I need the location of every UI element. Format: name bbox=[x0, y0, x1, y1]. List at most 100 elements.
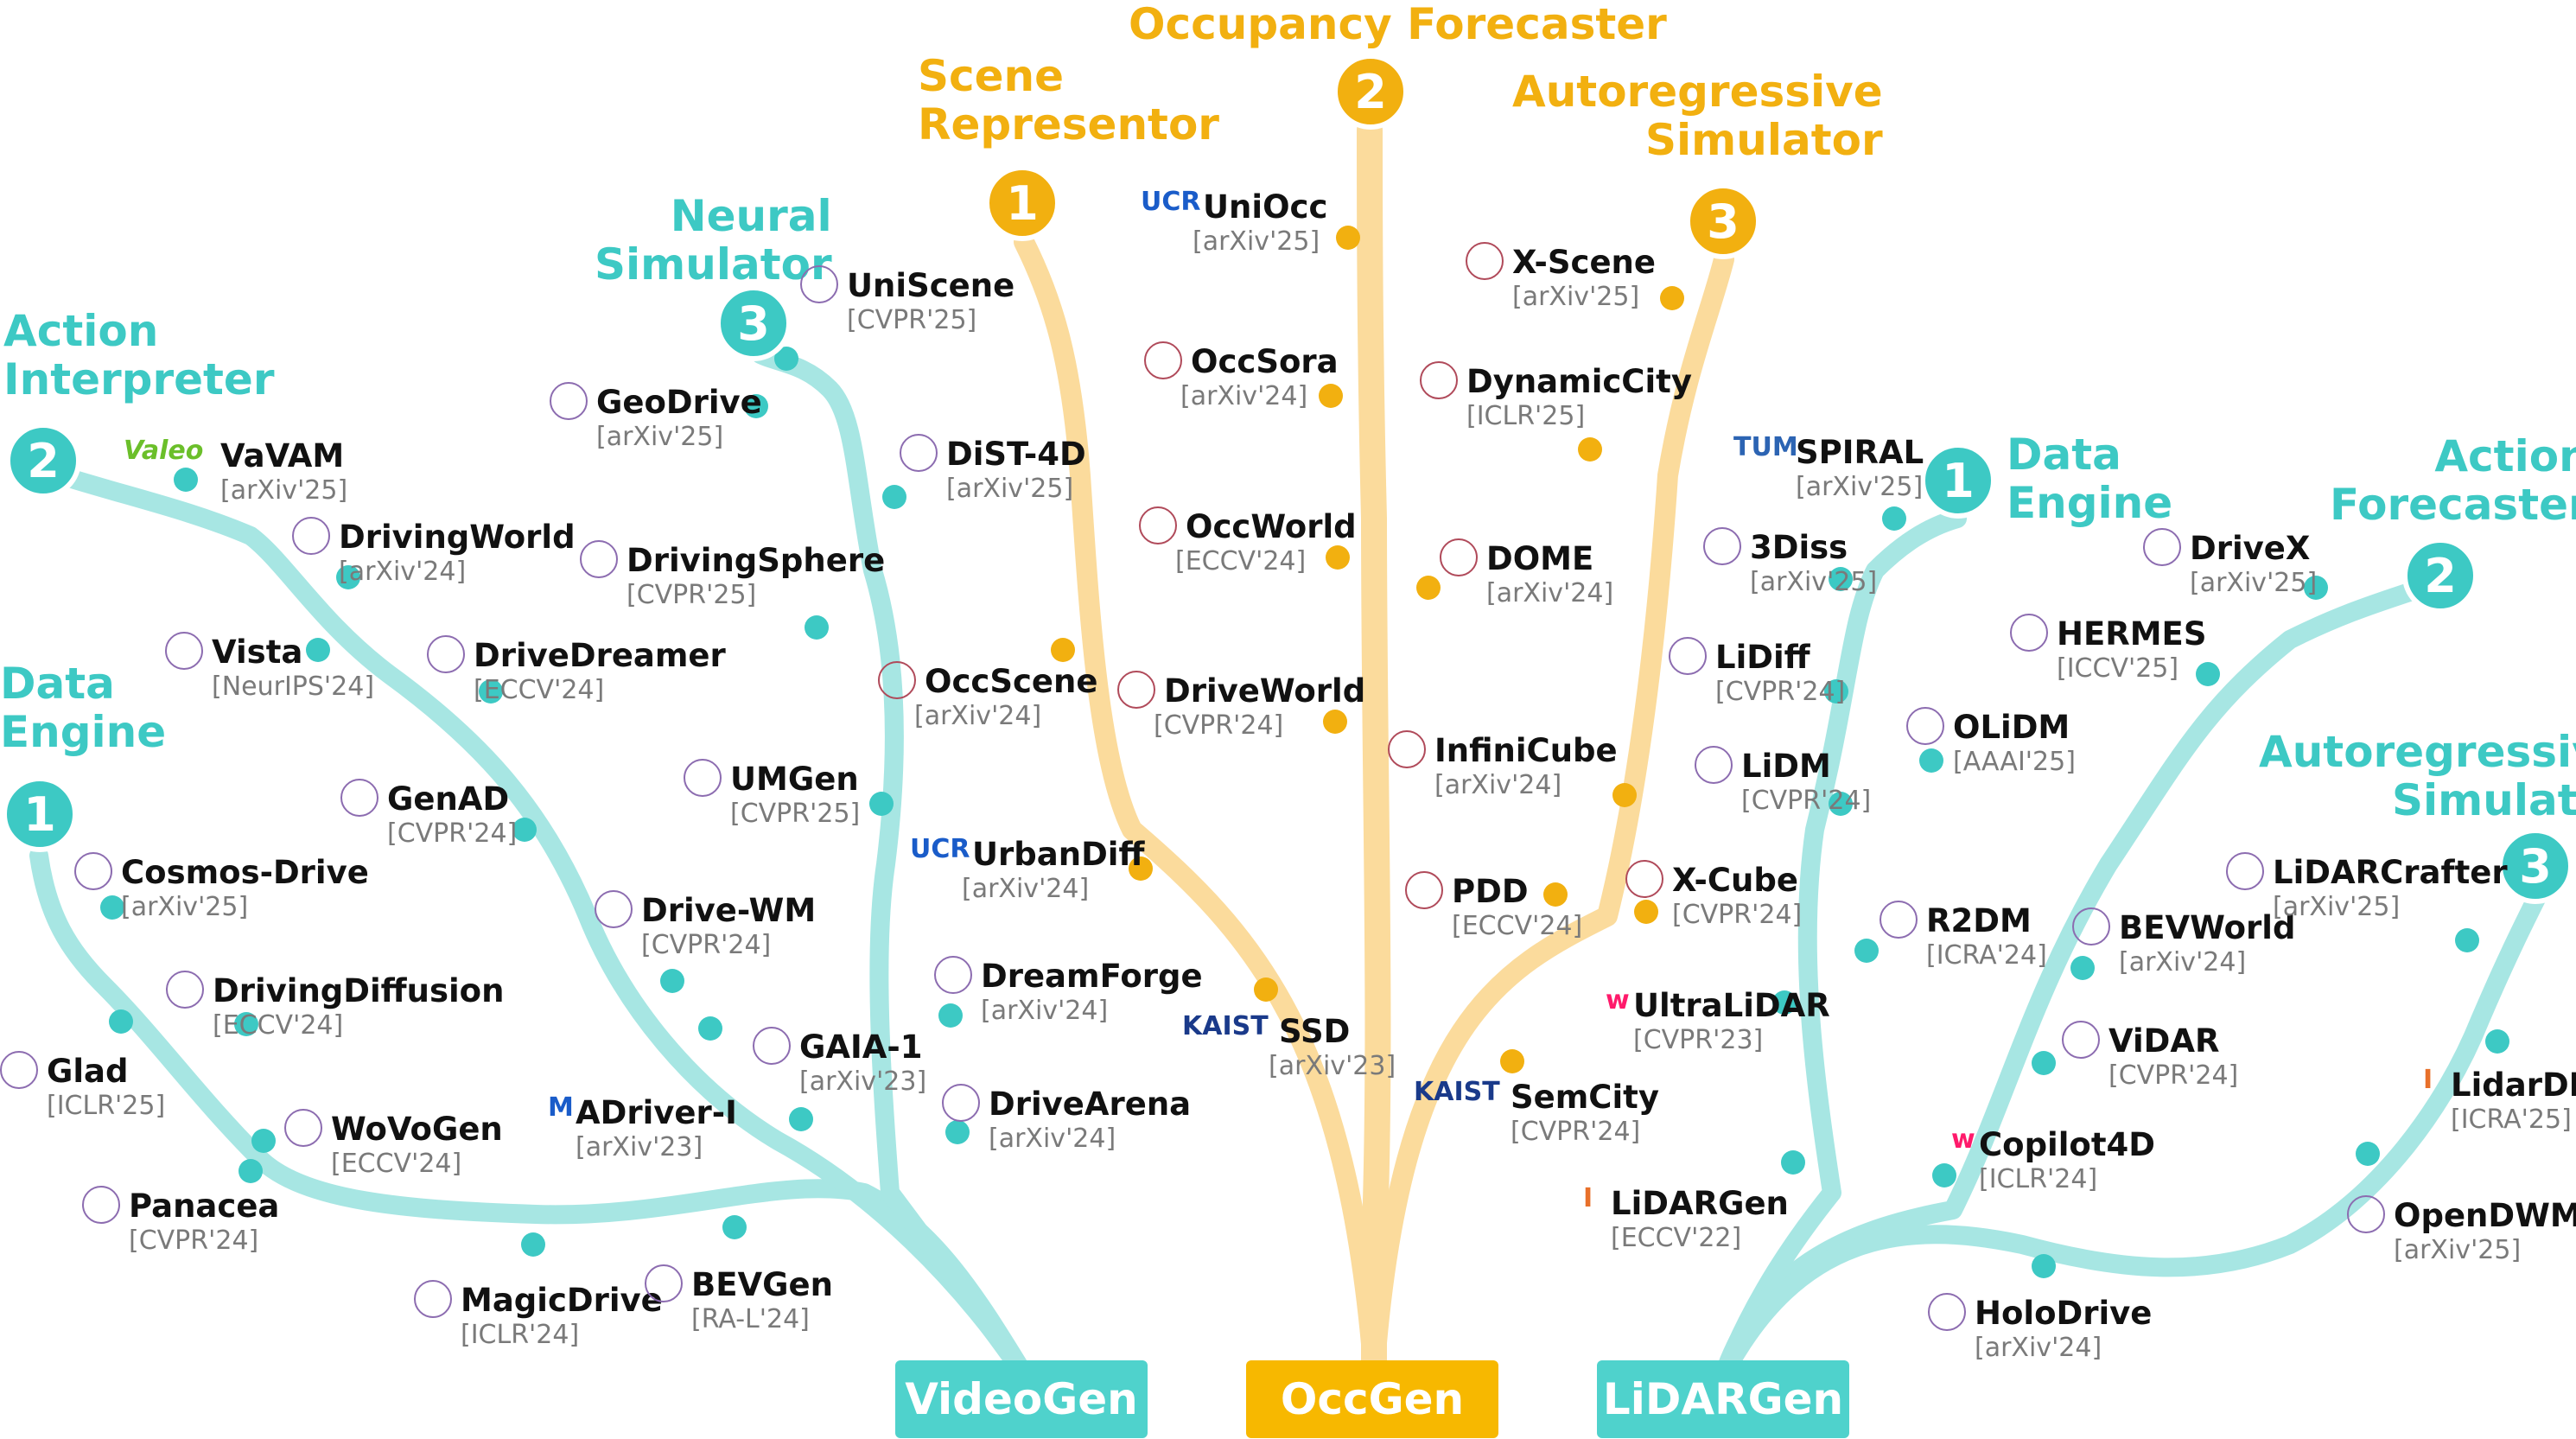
wayve-logo bbox=[753, 1027, 791, 1065]
category-occ-autoregressive: Autoregressive Simulator bbox=[1512, 67, 1883, 164]
cmu-logo bbox=[1695, 746, 1733, 784]
university-crest bbox=[1405, 871, 1443, 909]
paper-venue: [CVPR'24] bbox=[387, 818, 518, 849]
valeo-logo: Valeo bbox=[124, 436, 204, 466]
university-seal bbox=[1466, 242, 1504, 280]
paper-name: DiST-4D bbox=[946, 436, 1086, 473]
infinity-logo bbox=[1928, 1293, 1966, 1331]
paper-venue: [AAAI'25] bbox=[1953, 747, 2076, 777]
paper-name: InfiniCube bbox=[1434, 732, 1618, 769]
category-title-line1: Autoregressive bbox=[1512, 67, 1883, 117]
opendrivelab-logo bbox=[340, 779, 378, 817]
node-connector-dot bbox=[1336, 226, 1360, 250]
university-seal bbox=[900, 434, 938, 472]
university-crest bbox=[1906, 707, 1944, 745]
paper-name: OpenDWM bbox=[2394, 1197, 2576, 1234]
paper-venue: [ICRA'25] bbox=[2451, 1105, 2572, 1135]
node-connector-dot bbox=[774, 347, 798, 371]
paper-venue: [arXiv'25] bbox=[2190, 568, 2318, 598]
root-lidargen: LiDARGen bbox=[1597, 1360, 1849, 1438]
pjlab-logo bbox=[942, 1084, 980, 1122]
paper-venue: [arXiv'25] bbox=[2273, 892, 2401, 922]
paper-name: LiDM bbox=[1741, 748, 1831, 785]
paper-name: DOME bbox=[1486, 540, 1594, 577]
node-connector-dot bbox=[2356, 1142, 2380, 1166]
paper-venue: [arXiv'23] bbox=[576, 1132, 703, 1162]
paper-venue: [CVPR'25] bbox=[730, 799, 861, 829]
badge-video-data-engine: 1 bbox=[2, 776, 78, 852]
node-connector-dot bbox=[1829, 567, 1853, 591]
paper-venue: [arXiv'24] bbox=[989, 1124, 1116, 1154]
node-connector-dot bbox=[1416, 576, 1441, 600]
paper-venue: [ICLR'24] bbox=[461, 1320, 580, 1350]
category-title-line2: Interpreter bbox=[3, 354, 275, 404]
node-connector-dot bbox=[1500, 1049, 1524, 1073]
paper-venue: [ECCV'24] bbox=[1452, 911, 1583, 941]
node-connector-dot bbox=[1319, 384, 1343, 408]
tsinghua-logo bbox=[1139, 506, 1177, 544]
baidu-logo bbox=[166, 971, 204, 1009]
category-video-data-engine: Data Engine bbox=[0, 659, 166, 756]
badge-video-neural-simulator: 3 bbox=[716, 285, 792, 361]
paper-venue: [ICLR'25] bbox=[47, 1091, 166, 1121]
category-occ-scene-representor: Scene Representor bbox=[918, 52, 1219, 149]
node-connector-dot bbox=[1612, 783, 1637, 807]
university-seal bbox=[684, 759, 722, 797]
paper-venue: [CVPR'24] bbox=[129, 1226, 259, 1256]
node-connector-dot bbox=[1772, 990, 1797, 1015]
paper-venue: [arXiv'25] bbox=[1193, 226, 1320, 257]
paper-venue: [CVPR'23] bbox=[1633, 1025, 1764, 1055]
paper-name: UniOcc bbox=[1203, 188, 1328, 226]
university-seal bbox=[800, 265, 838, 303]
branch-video-action-interpreter bbox=[51, 466, 1034, 1384]
paper-name: ADriver-I bbox=[576, 1094, 737, 1131]
category-title-line2: Simulator bbox=[1645, 115, 1883, 165]
node-connector-dot bbox=[1129, 856, 1153, 881]
paper-venue: [ICCV'25] bbox=[2057, 653, 2179, 684]
paper-name: Glad bbox=[47, 1053, 129, 1090]
kaist-logo: KAIST bbox=[1182, 1011, 1269, 1041]
paper-venue: [arXiv'24] bbox=[2119, 947, 2247, 977]
paper-venue: [arXiv'24] bbox=[914, 701, 1042, 731]
node-connector-dot bbox=[100, 895, 124, 920]
paper-name: GenAD bbox=[387, 780, 510, 818]
node-connector-dot bbox=[1882, 506, 1906, 531]
paper-name: OLiDM bbox=[1953, 709, 2070, 746]
root-occgen: OccGen bbox=[1246, 1360, 1498, 1438]
paper-venue: [NeurIPS'24] bbox=[212, 672, 375, 702]
badge-lidar-autoregressive: 3 bbox=[2497, 828, 2573, 904]
paper-name: 3Diss bbox=[1750, 529, 1848, 566]
paper-venue: [arXiv'24] bbox=[981, 996, 1109, 1026]
university-seal bbox=[284, 1109, 322, 1147]
node-connector-dot bbox=[251, 1129, 276, 1153]
badge-occ-forecaster: 2 bbox=[1333, 54, 1409, 130]
paper-venue: [arXiv'25] bbox=[946, 474, 1074, 504]
paper-venue: [arXiv'25] bbox=[1512, 282, 1640, 312]
paper-venue: [arXiv'25] bbox=[121, 892, 249, 922]
paper-venue: [arXiv'23] bbox=[799, 1067, 927, 1097]
university-crest bbox=[2143, 528, 2181, 566]
paper-venue: [CVPR'24] bbox=[1715, 677, 1846, 707]
paper-venue: [CVPR'24] bbox=[2109, 1060, 2239, 1091]
paper-name: VaVAM bbox=[220, 437, 345, 474]
paper-name: UltraLiDAR bbox=[1633, 987, 1830, 1024]
paper-name: PDD bbox=[1452, 873, 1529, 910]
paper-name: MagicDrive bbox=[461, 1282, 663, 1319]
university-crest bbox=[414, 1280, 452, 1318]
infinity-logo bbox=[2347, 1195, 2385, 1233]
category-title-line2: Simulator bbox=[595, 239, 832, 290]
paper-venue: [ECCV'24] bbox=[213, 1010, 344, 1041]
paper-name: Copilot4D bbox=[1979, 1126, 2155, 1163]
branch-occ-forecaster bbox=[1357, 117, 1391, 1387]
paper-name: OccSora bbox=[1191, 343, 1339, 380]
paper-name: GAIA-1 bbox=[799, 1028, 923, 1066]
node-connector-dot bbox=[1254, 977, 1278, 1002]
university-seal bbox=[645, 1264, 683, 1302]
badge-video-action-interpreter: 2 bbox=[5, 423, 81, 499]
node-connector-dot bbox=[882, 485, 906, 509]
uni-bonn-logo bbox=[1703, 527, 1741, 565]
paper-name: UMGen bbox=[730, 761, 859, 798]
node-connector-dot bbox=[1781, 1150, 1805, 1175]
baidu-logo bbox=[2072, 907, 2110, 946]
